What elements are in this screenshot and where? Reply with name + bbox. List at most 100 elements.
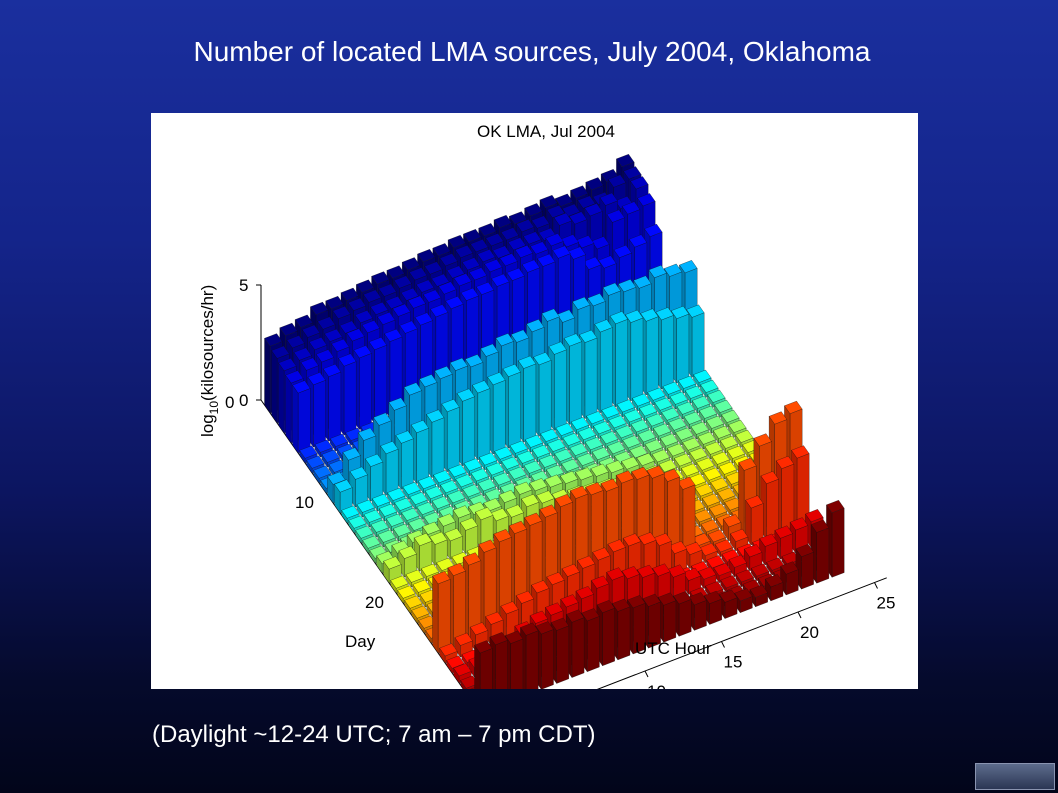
bar-side bbox=[508, 470, 515, 485]
bar-side bbox=[416, 506, 423, 520]
bar-side bbox=[691, 400, 698, 414]
bar bbox=[622, 435, 641, 454]
bar bbox=[623, 409, 642, 428]
bar-front bbox=[645, 316, 659, 396]
bar-side bbox=[646, 417, 652, 432]
bar-front bbox=[328, 371, 342, 442]
bar bbox=[383, 556, 402, 584]
bar-side bbox=[696, 461, 703, 476]
bar bbox=[667, 564, 686, 601]
hour-tick-label: 10 bbox=[647, 682, 666, 689]
bar bbox=[735, 429, 754, 448]
bar-side bbox=[713, 567, 720, 584]
bar-side bbox=[345, 432, 352, 446]
slide-caption: (Daylight ~12-24 UTC; 7 am – 7 pm CDT) bbox=[152, 721, 596, 748]
bar-side bbox=[720, 579, 727, 594]
slide-title: Number of located LMA sources, July 2004… bbox=[193, 36, 871, 67]
bar-side bbox=[647, 391, 654, 406]
bar bbox=[322, 363, 342, 442]
bar bbox=[703, 590, 723, 625]
bar-side bbox=[703, 471, 710, 486]
bar-front bbox=[678, 599, 692, 637]
bar bbox=[432, 571, 451, 654]
bar-side bbox=[749, 589, 756, 608]
bar-front bbox=[538, 360, 552, 437]
bar-front bbox=[556, 625, 569, 684]
bar bbox=[550, 617, 570, 684]
bar-side bbox=[744, 548, 750, 572]
bar-side bbox=[705, 420, 712, 434]
bar-side bbox=[463, 462, 470, 477]
bar bbox=[502, 363, 521, 449]
bar-front bbox=[602, 607, 615, 667]
bar-side bbox=[547, 443, 554, 457]
bar-side bbox=[616, 403, 623, 418]
bar-side bbox=[486, 466, 492, 481]
bar-side bbox=[719, 440, 726, 454]
bar bbox=[690, 421, 709, 440]
bar-side bbox=[405, 574, 412, 588]
bar-side bbox=[707, 394, 714, 408]
bar-front bbox=[571, 617, 585, 678]
bar-side bbox=[765, 578, 771, 602]
bar-front bbox=[541, 629, 554, 689]
bar bbox=[764, 574, 784, 602]
bar-side bbox=[714, 543, 721, 558]
bar bbox=[683, 411, 702, 430]
bar-side bbox=[632, 397, 638, 412]
bar-front bbox=[508, 371, 521, 449]
bar bbox=[418, 615, 437, 634]
bar bbox=[487, 372, 506, 455]
bar-side bbox=[724, 501, 731, 516]
bar bbox=[292, 380, 311, 454]
bar-side bbox=[639, 407, 645, 422]
bar-side bbox=[411, 609, 418, 624]
bar bbox=[566, 609, 585, 679]
bar bbox=[698, 405, 718, 424]
bar bbox=[743, 544, 763, 572]
bar-front bbox=[359, 353, 372, 430]
bar bbox=[517, 355, 537, 443]
bar bbox=[456, 388, 475, 467]
bar-side bbox=[320, 479, 327, 494]
bar-front bbox=[676, 313, 690, 384]
bar bbox=[348, 515, 367, 534]
bar bbox=[652, 423, 672, 442]
bar-front bbox=[617, 606, 631, 661]
bar bbox=[630, 419, 649, 438]
bar-side bbox=[417, 480, 424, 494]
bar-side bbox=[709, 507, 715, 522]
bar-side bbox=[637, 433, 644, 448]
bar-side bbox=[418, 619, 425, 634]
bar-side bbox=[419, 594, 426, 608]
bar-side bbox=[669, 396, 676, 410]
bar bbox=[655, 307, 674, 390]
bar-side bbox=[711, 456, 718, 470]
bar-side bbox=[693, 374, 700, 388]
bar-side bbox=[676, 406, 683, 420]
bar bbox=[489, 632, 508, 689]
bar-side bbox=[470, 472, 477, 487]
bar-side bbox=[292, 384, 299, 454]
bar-side bbox=[668, 421, 675, 436]
bar-front bbox=[510, 638, 524, 689]
bar-side bbox=[313, 469, 320, 484]
bar-side bbox=[718, 466, 725, 480]
bar bbox=[353, 345, 372, 430]
bar bbox=[745, 495, 764, 546]
bar-front bbox=[569, 341, 582, 425]
bar bbox=[686, 304, 705, 378]
bar bbox=[563, 333, 583, 425]
bar-front bbox=[523, 363, 537, 443]
bar bbox=[669, 391, 688, 410]
bar-side bbox=[278, 362, 285, 434]
bar-side bbox=[576, 457, 583, 471]
bar bbox=[609, 311, 628, 408]
bar-front bbox=[385, 448, 399, 496]
bar-side bbox=[697, 436, 704, 450]
bar-side bbox=[555, 427, 562, 441]
bar-side bbox=[433, 474, 440, 489]
bar-side bbox=[700, 384, 707, 398]
bar-side bbox=[299, 449, 306, 464]
bar-side bbox=[660, 437, 666, 452]
